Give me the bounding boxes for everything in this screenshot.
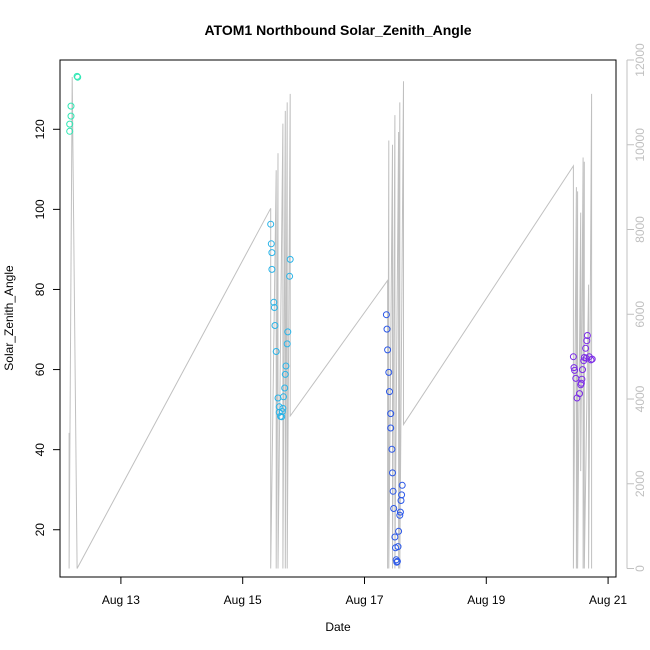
data-point-1-1 [267, 240, 275, 248]
data-point-1-12 [278, 413, 286, 421]
data-point-2-6 [387, 424, 395, 432]
data-point-0-0 [66, 127, 74, 135]
x-tick-label-0: Aug 13 [102, 593, 140, 607]
data-point-3-17 [587, 356, 595, 364]
data-point-0-5 [74, 73, 82, 81]
data-point-1-22 [286, 255, 294, 263]
data-point-3-7 [577, 379, 585, 387]
y-right-tick-label-5: 10000 [633, 128, 647, 162]
data-point-0-4 [73, 72, 81, 80]
y-axis-label: Solar_Zenith_Angle [2, 265, 16, 371]
data-point-0-3 [67, 102, 75, 110]
data-point-1-16 [281, 384, 289, 392]
data-point-1-14 [279, 404, 287, 412]
y-right-tick-label-6: 12000 [633, 43, 647, 77]
data-point-1-17 [281, 370, 289, 378]
data-point-2-1 [383, 325, 391, 333]
data-point-2-4 [386, 388, 393, 396]
x-tick-label-3: Aug 19 [467, 593, 505, 607]
data-point-2-7 [388, 445, 396, 453]
data-point-2-0 [382, 311, 390, 319]
data-point-2-19 [396, 508, 404, 516]
data-point-2-9 [389, 487, 397, 495]
data-point-0-1 [66, 120, 74, 128]
series-line-0 [68, 76, 593, 569]
axes: Aug 13 Aug 15 Aug 17 Aug 19 Aug 21 20 40 60 80 10… [33, 43, 647, 607]
y-right-tick-label-3: 6000 [633, 301, 647, 328]
data-point-2-15 [393, 557, 401, 565]
data-point-3-2 [571, 366, 579, 374]
data-point-2-17 [395, 527, 403, 535]
data-point-1-4 [270, 298, 278, 306]
y-left-tick-label-1: 40 [33, 443, 47, 457]
data-point-2-21 [398, 491, 406, 499]
data-point-3-14 [583, 337, 591, 345]
data-point-1-0 [267, 220, 275, 228]
x-tick-label-4: Aug 21 [589, 593, 627, 607]
y-right-tick-label-2: 4000 [633, 385, 647, 412]
data-point-1-20 [284, 328, 292, 336]
data-point-3-1 [570, 364, 578, 372]
data-point-3-15 [583, 332, 591, 339]
data-point-3-18 [588, 355, 596, 363]
data-point-3-8 [578, 375, 586, 383]
data-point-2-3 [385, 368, 393, 376]
data-point-2-16 [394, 543, 402, 551]
data-point-3-12 [582, 344, 590, 352]
y-right-tick-label-4: 8000 [633, 216, 647, 243]
data-point-2-5 [387, 410, 395, 418]
chart-title: ATOM1 Northbound Solar_Zenith_Angle [204, 22, 471, 38]
y-right-tick-label-1: 2000 [633, 470, 647, 497]
x-tick-label-2: Aug 17 [345, 593, 383, 607]
data-point-1-6 [271, 322, 279, 329]
data-point-2-10 [390, 505, 398, 512]
data-point-1-2 [268, 249, 276, 257]
y-left-tick-label-3: 80 [33, 283, 47, 297]
plot-frame [59, 59, 617, 578]
data-point-2-22 [398, 481, 406, 489]
data-point-2-14 [393, 558, 401, 566]
data-point-3-5 [576, 390, 583, 398]
data-point-1-18 [282, 362, 290, 370]
y-left-tick-label-0: 20 [33, 523, 47, 537]
x-tick-label-1: Aug 15 [224, 593, 262, 607]
data-point-1-3 [268, 265, 276, 273]
right-axis-line-series [68, 76, 593, 569]
y-right-tick-label-0: 0 [633, 565, 647, 572]
y-left-tick-label-2: 60 [33, 363, 47, 377]
data-point-1-13 [278, 408, 286, 416]
data-point-3-9 [579, 366, 586, 374]
data-point-1-7 [272, 348, 280, 355]
data-point-1-15 [280, 393, 287, 401]
data-point-0-2 [67, 112, 75, 120]
data-point-2-11 [391, 533, 399, 541]
y-left-tick-label-5: 120 [33, 119, 47, 139]
y-left-tick-label-4: 100 [33, 199, 47, 219]
data-point-1-19 [283, 340, 291, 348]
data-point-2-8 [389, 469, 396, 477]
data-point-1-21 [286, 272, 294, 280]
x-axis-label: Date [325, 620, 351, 634]
data-point-3-0 [569, 353, 577, 361]
point-series [66, 72, 596, 566]
data-point-2-18 [396, 511, 404, 519]
data-point-1-5 [270, 304, 278, 311]
data-point-2-2 [384, 346, 392, 354]
